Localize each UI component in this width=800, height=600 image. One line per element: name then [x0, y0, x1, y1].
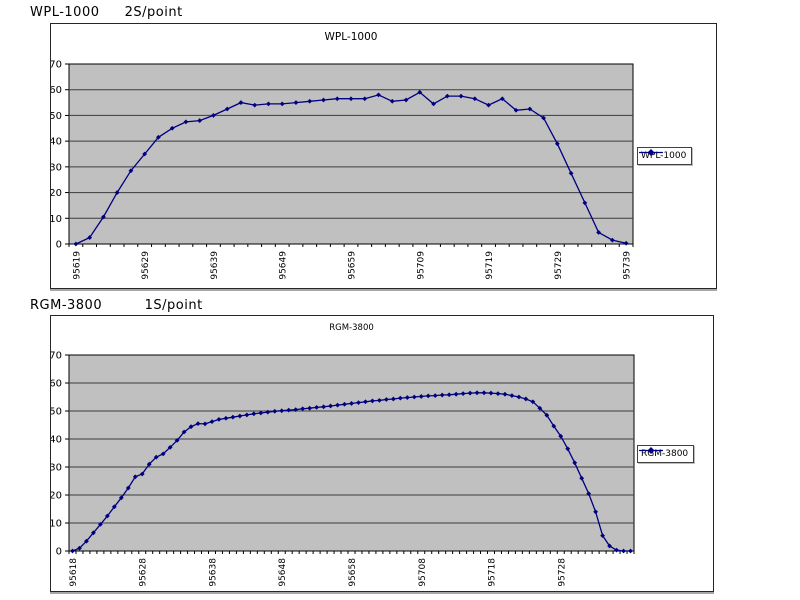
svg-text:95639: 95639: [210, 251, 220, 280]
section-header-wpl1000: WPL-1000 2S/point: [30, 5, 183, 20]
svg-text:60: 60: [51, 85, 62, 96]
svg-text:95648: 95648: [278, 558, 288, 587]
series-markers: [70, 390, 633, 554]
legend-line-marker-icon: [639, 149, 663, 156]
svg-text:70: 70: [51, 351, 62, 362]
svg-text:95728: 95728: [557, 558, 567, 587]
svg-text:95718: 95718: [488, 558, 498, 587]
svg-text:40: 40: [51, 435, 62, 446]
svg-text:50: 50: [51, 111, 62, 122]
svg-text:95638: 95638: [208, 558, 218, 587]
section-header-rgm3800: RGM-3800 1S/point: [30, 298, 203, 313]
svg-text:70: 70: [51, 60, 62, 71]
section-model-label: WPL-1000: [30, 5, 100, 20]
x-axis-labels: 95618 95628 95638 95648 95658 95708 95718 95728: [69, 558, 567, 587]
svg-text:20: 20: [51, 188, 62, 199]
svg-text:95628: 95628: [139, 558, 149, 587]
svg-text:30: 30: [51, 463, 62, 474]
svg-text:30: 30: [51, 162, 62, 173]
plot-area: [68, 63, 634, 245]
svg-text:95649: 95649: [279, 251, 289, 280]
svg-text:40: 40: [51, 137, 62, 148]
section-rate-label: 1S/point: [144, 298, 203, 313]
svg-text:20: 20: [51, 491, 62, 502]
legend-series-label: RGM-3800: [641, 448, 689, 459]
svg-text:95709: 95709: [416, 251, 426, 280]
legend-series-label: WPL-1000: [641, 151, 687, 161]
section-rate-label: 2S/point: [124, 5, 183, 20]
series-markers: [73, 89, 629, 247]
legend-rgm3800[interactable]: RGM-3800: [637, 444, 695, 463]
svg-text:95619: 95619: [72, 251, 82, 280]
svg-text:95739: 95739: [623, 251, 633, 280]
svg-text:50: 50: [51, 407, 62, 418]
svg-text:95659: 95659: [348, 251, 358, 280]
svg-text:10: 10: [51, 214, 62, 225]
svg-text:95729: 95729: [554, 251, 564, 280]
chart-title: WPL-1000: [325, 31, 378, 43]
chart-canvas-rgm3800: 0 10 20 30 40 50 60 70 95618 95628 95638 95648 95658…: [51, 323, 635, 587]
section-model-label: RGM-3800: [30, 298, 103, 313]
legend-wpl1000[interactable]: WPL-1000: [637, 147, 693, 165]
svg-text:10: 10: [51, 519, 62, 530]
svg-text:95618: 95618: [69, 558, 79, 587]
svg-text:0: 0: [56, 547, 62, 558]
svg-text:0: 0: [56, 240, 62, 251]
svg-text:95658: 95658: [348, 558, 358, 587]
chart-canvas-wpl1000: 0 10 20 30 40 50 60 70 95619 95629 95639 95649 95659…: [51, 31, 634, 280]
svg-text:95708: 95708: [418, 558, 428, 587]
plot-area: [68, 354, 635, 552]
chart-wpl1000[interactable]: 0 10 20 30 40 50 60 70 95619 95629 95639 95649 95659…: [50, 23, 717, 289]
chart-rgm3800[interactable]: 0 10 20 30 40 50 60 70 95618 95628 95638 95648 95658…: [50, 315, 714, 592]
gridlines: [69, 382, 634, 524]
svg-text:95719: 95719: [485, 251, 495, 280]
y-axis-labels: 0 10 20 30 40 50 60 70: [51, 60, 62, 251]
gridlines: [69, 89, 633, 219]
legend-line-marker-icon: [639, 446, 663, 454]
x-axis-labels: 95619 95629 95639 95649 95659 95709 95719 95729…: [72, 251, 632, 280]
svg-text:60: 60: [51, 379, 62, 390]
axis-ticks: [65, 63, 634, 247]
y-axis-labels: 0 10 20 30 40 50 60 70: [51, 351, 62, 558]
svg-text:95629: 95629: [141, 251, 151, 280]
chart-title: RGM-3800: [329, 323, 374, 333]
